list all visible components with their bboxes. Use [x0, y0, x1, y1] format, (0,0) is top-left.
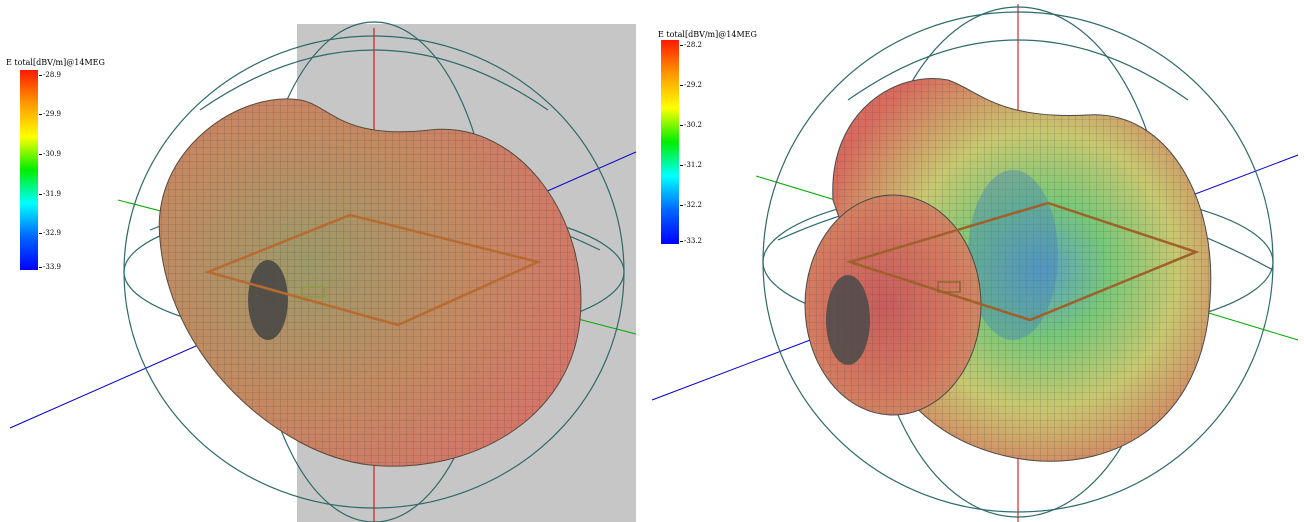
feed-loop: [937, 281, 961, 293]
legend-tick: -32.2: [680, 201, 702, 209]
legend-tick: -30.2: [680, 121, 702, 129]
loop-antenna: [204, 213, 542, 327]
left-colorbar-legend: E total[dBV/m]@14MEG -28.9 -29.9 -30.9 -…: [6, 58, 116, 278]
lobe-mesh: [159, 98, 581, 467]
legend-tick: -31.2: [680, 161, 702, 169]
legend-tick: -29.2: [680, 81, 702, 89]
right-colorbar-legend: E total[dBV/m]@14MEG -28.2 -29.2 -30.2 -…: [658, 30, 768, 250]
colorbar: [20, 70, 38, 270]
left-pattern-view: E total[dBV/m]@14MEG -28.9 -29.9 -30.9 -…: [0, 0, 648, 522]
right-pattern-canvas: [651, 4, 1299, 522]
right-pattern-view: E total[dBV/m]@14MEG -28.2 -29.2 -30.2 -…: [648, 0, 1304, 522]
legend-tick: -29.9: [39, 110, 61, 118]
legend-tick: -33.9: [39, 263, 61, 271]
pattern-null: [826, 275, 870, 365]
legend-title: E total[dBV/m]@14MEG: [6, 58, 105, 67]
loop-antenna: [845, 201, 1200, 322]
legend-tick: -28.2: [680, 41, 702, 49]
legend-tick: -31.9: [39, 190, 61, 198]
legend-tick: -32.9: [39, 229, 61, 237]
left-pattern-canvas: [9, 21, 637, 522]
colorbar: [661, 40, 679, 244]
legend-title: E total[dBV/m]@14MEG: [658, 30, 757, 39]
legend-tick: -28.9: [39, 71, 61, 79]
legend-tick: -33.2: [680, 237, 702, 245]
legend-tick: -30.9: [39, 150, 61, 158]
pattern-null-region: [968, 170, 1058, 340]
pattern-null: [248, 260, 288, 340]
feed-loop: [301, 286, 325, 298]
